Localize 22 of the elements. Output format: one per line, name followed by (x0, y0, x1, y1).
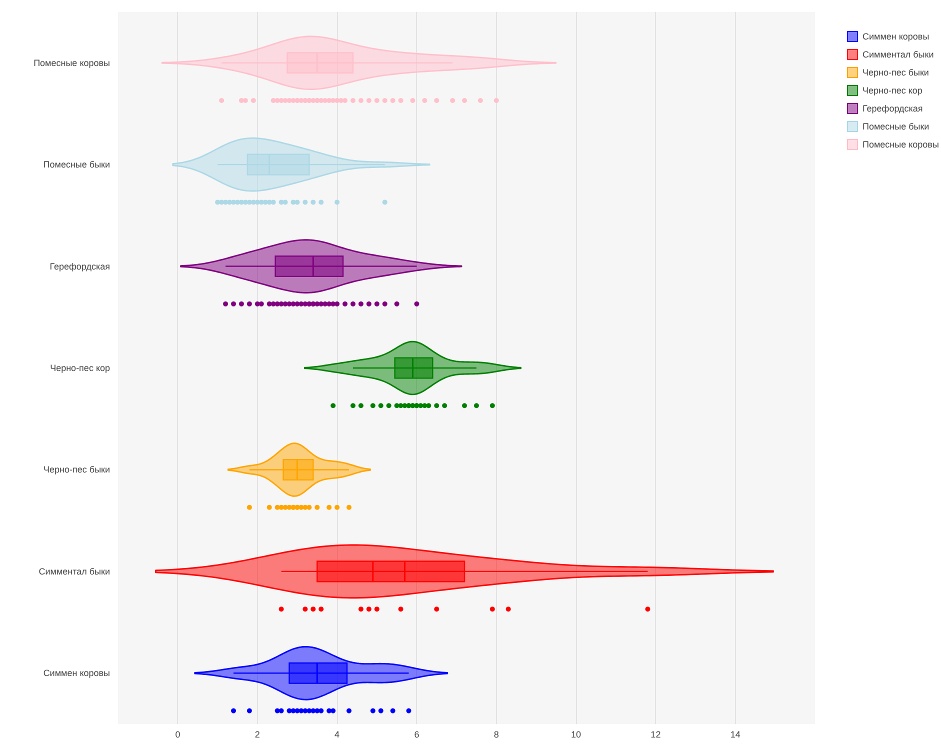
x-tick-label: 8 (494, 730, 499, 740)
x-tick-label: 0 (175, 730, 180, 740)
legend-label: Помесные коровы (862, 140, 939, 150)
x-tick-label: 12 (650, 730, 661, 740)
x-tick-label: 6 (414, 730, 420, 740)
y-tick-label: Черно-пес быки (44, 464, 110, 475)
y-tick-label: Герефордская (50, 261, 110, 272)
x-tick-label: 10 (571, 730, 582, 740)
y-tick-label: Черно-пес кор (50, 363, 110, 373)
x-tick-label: 14 (730, 730, 740, 740)
y-tick-label: Симментал быки (38, 566, 110, 576)
legend-label: Герефордская (862, 104, 923, 114)
legend-label: Симмен коровы (862, 32, 930, 42)
legend-label: Черно-пес быки (862, 68, 929, 78)
y-tick-label: Помесные коровы (34, 58, 110, 68)
legend-label: Симментал быки (862, 50, 934, 60)
x-tick-label: 4 (334, 730, 340, 740)
legend-label: Черно-пес кор (862, 86, 922, 96)
y-tick-label: Симмен коровы (43, 668, 110, 678)
x-tick-label: 2 (254, 730, 260, 740)
legend-label: Помесные быки (862, 122, 930, 132)
y-tick-label: Помесные быки (43, 160, 110, 170)
